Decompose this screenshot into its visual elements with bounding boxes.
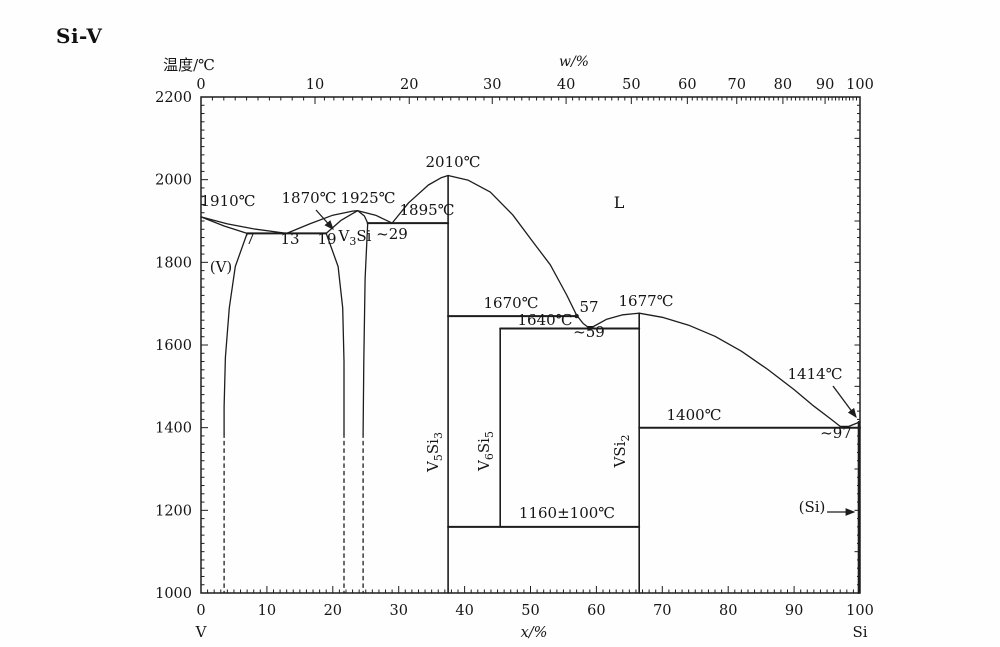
curve-solvus-v3si-right bbox=[362, 222, 369, 435]
annotation-t-1910: 1910℃ bbox=[201, 192, 256, 210]
annotation-p-97: ~97 bbox=[820, 424, 852, 442]
tick-label: 0 bbox=[196, 77, 205, 93]
annotation-t-1925: 1925℃ bbox=[341, 189, 396, 207]
tick-label: 20 bbox=[400, 77, 418, 93]
formula-part: 3 bbox=[432, 432, 445, 439]
top-axis-title: w/% bbox=[559, 54, 589, 70]
tick-label: 10 bbox=[258, 603, 276, 619]
curve-solvus-v bbox=[223, 232, 248, 435]
x-axis-origin-element: V bbox=[195, 623, 208, 641]
tick-label: 60 bbox=[587, 603, 605, 619]
formula-part: V bbox=[611, 455, 629, 468]
annotation-t-1160: 1160±100℃ bbox=[519, 504, 615, 522]
formula-part: 3 bbox=[349, 235, 356, 248]
tick-label: 70 bbox=[728, 77, 746, 93]
annotation-t-1677: 1677℃ bbox=[619, 292, 674, 310]
tick-label: 1400 bbox=[155, 421, 192, 437]
tick-label: 60 bbox=[678, 77, 696, 93]
formula-part: 5 bbox=[483, 431, 496, 438]
tick-label: 2000 bbox=[155, 173, 192, 189]
tick-label: 80 bbox=[719, 603, 737, 619]
tick-label: 40 bbox=[557, 77, 575, 93]
annotation-t-1414: 1414℃ bbox=[788, 365, 843, 383]
formula-part: 5 bbox=[432, 454, 445, 461]
arrow-1414 bbox=[832, 385, 857, 419]
tick-label: 40 bbox=[455, 603, 473, 619]
tick-label: 1200 bbox=[155, 503, 192, 519]
tick-label: 100 bbox=[846, 77, 874, 93]
annotation-p-57: 57 bbox=[579, 298, 598, 316]
tick-label: 70 bbox=[653, 603, 671, 619]
formula-part: i bbox=[367, 227, 372, 245]
formula-part: i bbox=[424, 439, 442, 444]
annotation-ph-v5si3: V5Si3 bbox=[424, 432, 445, 473]
formula-part: 6 bbox=[483, 453, 496, 460]
formula-part: V bbox=[475, 459, 493, 472]
annotation-p-29: ~29 bbox=[376, 225, 408, 243]
annotation-t-1670: 1670℃ bbox=[484, 294, 539, 312]
curve-liquidus-v bbox=[200, 216, 288, 235]
formula-part: 2 bbox=[619, 435, 632, 442]
annotation-t-1895: 1895℃ bbox=[400, 201, 455, 219]
tick-label: 20 bbox=[324, 603, 342, 619]
arrow-1870 bbox=[315, 209, 334, 230]
annotation-ph-vsi2: VSi2 bbox=[611, 435, 632, 469]
annotation-p-19: 19 bbox=[317, 230, 336, 248]
tick-label: 90 bbox=[785, 603, 803, 619]
curve-solvus-v3si-left bbox=[325, 232, 345, 435]
formula-part: S bbox=[611, 446, 629, 456]
formula-part: i bbox=[475, 438, 493, 443]
tick-label: 90 bbox=[816, 77, 834, 93]
curve-liquidus-v3si-left bbox=[286, 210, 359, 235]
formula-part: S bbox=[356, 227, 366, 245]
curve-liquidus-v5si3-left bbox=[391, 174, 449, 224]
annotation-liquid: L bbox=[614, 193, 625, 212]
x-axis-end-element: Si bbox=[852, 623, 867, 641]
x-axis-title: x/% bbox=[521, 625, 548, 641]
tick-label: 2200 bbox=[155, 90, 192, 106]
curve-solidus-v3si-right bbox=[357, 210, 369, 224]
formula-part: S bbox=[475, 443, 493, 453]
formula-part: V bbox=[424, 460, 442, 473]
phase-boundary-curves bbox=[200, 174, 861, 594]
tick-label: 10 bbox=[306, 77, 324, 93]
formula-part: S bbox=[424, 444, 442, 454]
formula-part: V bbox=[338, 227, 351, 245]
annotation-t-1400: 1400℃ bbox=[667, 406, 722, 424]
annotation-ph-v3si: V3Si bbox=[338, 227, 372, 248]
annotation-t-1640: 1640℃ bbox=[518, 311, 573, 329]
tick-label: 0 bbox=[196, 603, 205, 619]
tick-label: 30 bbox=[483, 77, 501, 93]
annotation-p-13: 13 bbox=[280, 230, 299, 248]
annotation-ph-si: (Si) bbox=[799, 498, 826, 516]
y-axis-title: 温度/℃ bbox=[163, 56, 215, 74]
invariant-point bbox=[587, 326, 593, 331]
curve-liquidus-vsi2-left bbox=[589, 312, 640, 330]
annotation-p-59: ~59 bbox=[573, 323, 605, 341]
curve-liquidus-si bbox=[638, 312, 861, 428]
tick-label: 1600 bbox=[155, 338, 192, 354]
annotation-ph-v6si5: V6Si5 bbox=[475, 431, 496, 472]
formula-part: i bbox=[611, 441, 629, 446]
tick-label: 1000 bbox=[155, 586, 192, 602]
annotation-ph-v: (V) bbox=[210, 258, 233, 276]
annotation-t-1870: 1870℃ bbox=[282, 189, 337, 207]
tick-label: 80 bbox=[774, 77, 792, 93]
tick-label: 100 bbox=[846, 603, 874, 619]
annotation-t-2010: 2010℃ bbox=[426, 153, 481, 171]
figure-title: Si-V bbox=[56, 24, 103, 48]
annotation-p-7: 7 bbox=[245, 230, 255, 248]
tick-label: 30 bbox=[389, 603, 407, 619]
tick-label: 50 bbox=[521, 603, 539, 619]
tick-label: 1800 bbox=[155, 255, 192, 271]
invariant-point bbox=[574, 313, 579, 319]
curve-liquidus-v5si3-right bbox=[447, 174, 591, 330]
tick-label: 50 bbox=[622, 77, 640, 93]
curve-liquidus-v3si-right bbox=[357, 210, 393, 224]
curve-solidus-v bbox=[200, 216, 248, 235]
